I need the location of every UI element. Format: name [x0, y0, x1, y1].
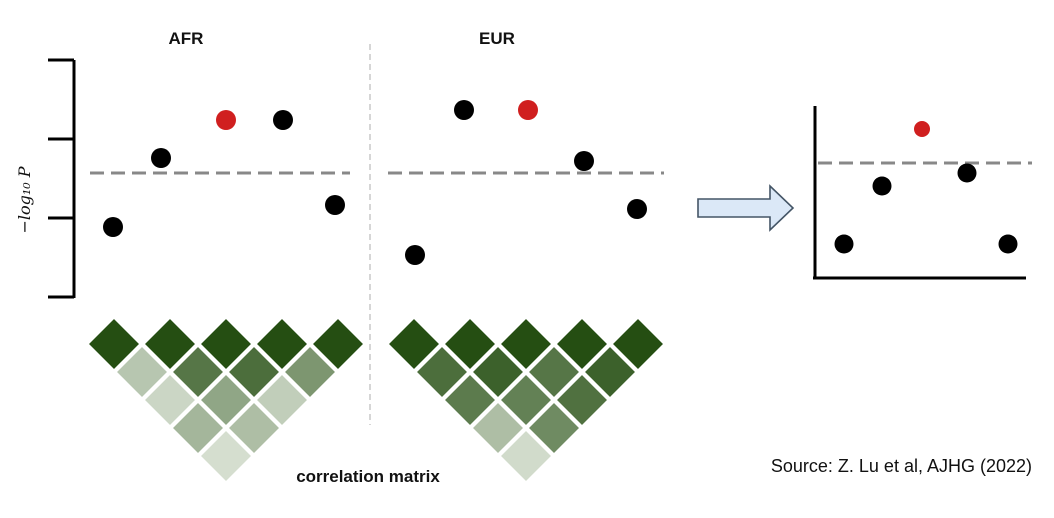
eur-ld-cell — [470, 344, 526, 400]
source-citation: Source: Z. Lu et al, AJHG (2022) — [771, 456, 1032, 476]
afr-ld-cell — [254, 372, 310, 428]
afr-ld-cell — [170, 344, 226, 400]
eur-snp-point — [405, 245, 425, 265]
eur-ld-cell — [498, 428, 554, 484]
afr-ld-cell — [198, 428, 254, 484]
eur-snp-point — [454, 100, 474, 120]
eur-ld-cell — [442, 372, 498, 428]
afr-snp-point — [151, 148, 171, 168]
eur-ld-cell — [442, 316, 498, 372]
afr-snp-point — [273, 110, 293, 130]
combined-snp-point — [872, 176, 892, 196]
afr-ld-cell — [86, 316, 142, 372]
afr-ld-cell — [198, 372, 254, 428]
afr-ld-cell — [226, 344, 282, 400]
combined-snp-point — [834, 234, 854, 254]
combined-causal-snp-point — [914, 121, 930, 137]
eur-ld-cell — [582, 344, 638, 400]
eur-panel-title: EUR — [479, 29, 515, 48]
afr-ld-cell — [254, 316, 310, 372]
y-axis-label: −log₁₀ P — [15, 166, 34, 233]
afr-ld-cell — [226, 400, 282, 456]
combined-plot-axes — [813, 106, 1026, 280]
afr-ld-cell — [198, 316, 254, 372]
afr-ld-matrix — [86, 316, 366, 484]
combined-snp-point — [998, 234, 1018, 254]
combined-snp-point — [957, 163, 977, 183]
afr-ld-cell — [142, 372, 198, 428]
eur-ld-matrix — [386, 316, 666, 484]
afr-panel-title: AFR — [169, 29, 204, 48]
afr-snp-point — [103, 217, 123, 237]
combined-points — [834, 121, 1018, 254]
eur-ld-cell — [554, 316, 610, 372]
right-arrow-icon — [697, 184, 795, 232]
eur-ld-cell — [470, 400, 526, 456]
eur-snp-point — [574, 151, 594, 171]
y-axis — [48, 58, 76, 299]
afr-points — [103, 110, 345, 237]
eur-ld-cell — [554, 372, 610, 428]
afr-ld-cell — [310, 316, 366, 372]
eur-causal-snp-point — [518, 100, 538, 120]
eur-points — [405, 100, 647, 265]
afr-snp-point — [325, 195, 345, 215]
eur-ld-cell — [498, 372, 554, 428]
afr-ld-cell — [170, 400, 226, 456]
eur-snp-point — [627, 199, 647, 219]
eur-ld-cell — [526, 344, 582, 400]
eur-ld-cell — [610, 316, 666, 372]
eur-ld-cell — [414, 344, 470, 400]
afr-causal-snp-point — [216, 110, 236, 130]
eur-ld-cell — [498, 316, 554, 372]
afr-ld-cell — [114, 344, 170, 400]
eur-ld-cell — [526, 400, 582, 456]
eur-ld-cell — [386, 316, 442, 372]
correlation-matrix-label: correlation matrix — [296, 467, 440, 486]
afr-ld-cell — [282, 344, 338, 400]
afr-ld-cell — [142, 316, 198, 372]
